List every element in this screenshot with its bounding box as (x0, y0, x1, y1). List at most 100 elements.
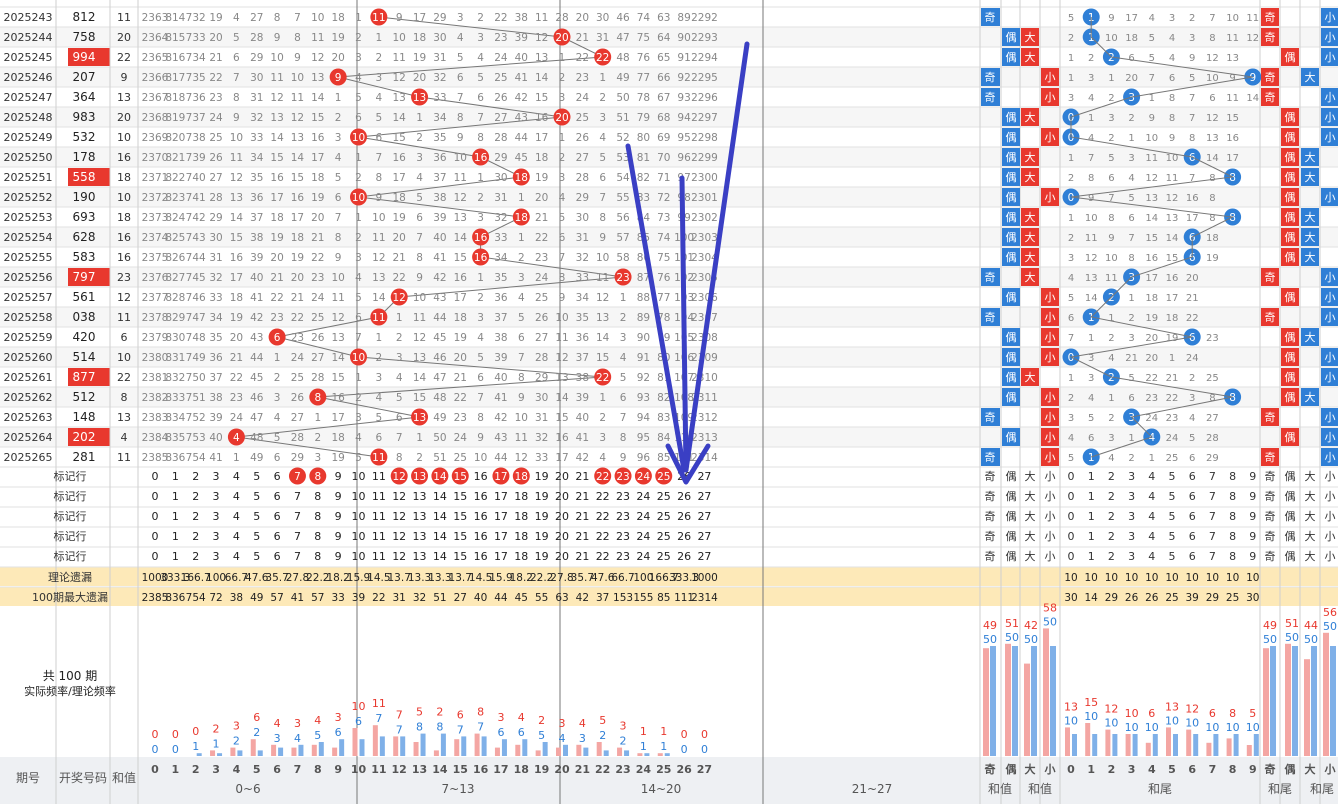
tail-oe-cell (1281, 428, 1299, 446)
tail-miss-value: 16 (1226, 133, 1239, 144)
miss-value: 25 (209, 132, 222, 144)
miss-value: 40 (209, 432, 222, 444)
miss-value: 37 (494, 312, 507, 324)
number-cell: 148 (73, 410, 96, 424)
miss-value: 14 (311, 92, 325, 104)
miss-value: 5 (457, 52, 464, 64)
actual-label: 8 (477, 706, 484, 719)
tail-miss-value: 2 (1068, 393, 1074, 404)
footer-tick: 1 (172, 763, 180, 776)
tail-miss-value: 10 (1206, 73, 1219, 84)
miss-value: 23 (311, 272, 324, 284)
period-cell: 2025252 (4, 191, 53, 204)
tail-miss-value: 14 (1206, 153, 1219, 164)
period-cell: 2025257 (4, 291, 53, 304)
max-value: 37 (596, 592, 609, 604)
miss-value: 41 (515, 72, 528, 84)
tail-bs-label: 小 (1325, 351, 1336, 364)
miss-value: 9 (518, 392, 525, 404)
tail-miss-value: 12 (1166, 193, 1179, 204)
miss-value: 9 (620, 452, 627, 464)
miss-value: 11 (372, 232, 385, 244)
sum-cell: 18 (117, 171, 131, 184)
mark-big: 大 (1025, 489, 1036, 503)
miss-value: 15 (291, 172, 304, 184)
miss-value: 15 (454, 252, 467, 264)
actual-label: 3 (497, 711, 504, 724)
mark-cell: 2 (192, 530, 199, 543)
miss-value: 83 (657, 412, 670, 424)
tail-oe-label: 偶 (1285, 371, 1296, 384)
miss-value: 15 (535, 92, 548, 104)
number-cell: 190 (73, 190, 96, 204)
mark-cell: 19 (535, 470, 549, 483)
miss-value: 19 (454, 332, 467, 344)
mark-cell: 13 (413, 530, 427, 543)
miss-value: 32 (535, 432, 548, 444)
mark-cell: 21 (575, 490, 589, 503)
miss-value: 53 (616, 152, 629, 164)
miss-value: 22 (535, 232, 548, 244)
tail-miss-value: 2 (1088, 53, 1094, 64)
tail-miss-value: 6 (1209, 93, 1215, 104)
tail-miss-value: 4 (1169, 33, 1175, 44)
miss-value: 2381 (142, 372, 169, 384)
theory-label-bar: 5 (538, 729, 545, 742)
miss-value: 1 (477, 172, 484, 184)
mark-tail-cell: 5 (1169, 470, 1176, 483)
theory-value: 18.2 (510, 572, 533, 584)
mark-cell: 19 (535, 550, 549, 563)
miss-value: 12 (331, 312, 344, 324)
tail-miss-value: 11 (1246, 13, 1259, 24)
mark-tail-odd: 奇 (1265, 530, 1276, 543)
actual-bar (291, 747, 297, 756)
miss-value: 3 (416, 152, 423, 164)
tail-bs-label: 小 (1325, 431, 1336, 444)
tail-ball-label: 1 (1088, 312, 1095, 324)
sum-ball-label: 23 (616, 272, 629, 284)
tail-actual-bar (1105, 729, 1111, 756)
miss-value: 12 (372, 252, 385, 264)
miss-value: 35 (250, 172, 263, 184)
highlight-number-bg (68, 368, 110, 386)
tail-bs-label: 小 (1325, 451, 1336, 464)
tail-theory-bar (1253, 734, 1259, 756)
sum-ball (370, 8, 388, 26)
tail-miss-value: 3 (1068, 413, 1074, 424)
actual-label: 1 (660, 725, 667, 738)
tail-oe-cell (1281, 128, 1299, 146)
tail-miss-value: 1 (1128, 133, 1134, 144)
mark-tail-cell: 3 (1128, 550, 1135, 563)
miss-value: 40 (576, 412, 589, 424)
actual-bar (433, 750, 439, 756)
miss-value: 12 (230, 172, 243, 184)
miss-value: 32 (494, 212, 507, 224)
sum-ball-label: 13 (413, 412, 426, 424)
miss-value: 41 (250, 292, 263, 304)
miss-value: 29 (535, 372, 548, 384)
mark-cell: 5 (253, 510, 260, 523)
miss-value: 26 (311, 332, 325, 344)
theory-bar (563, 744, 568, 756)
mark-tail-big: 大 (1305, 549, 1316, 563)
tail-miss-value: 5 (1068, 13, 1074, 24)
tail-miss-value: 20 (1186, 273, 1199, 284)
miss-value: 16 (535, 112, 549, 124)
miss-value: 77 (637, 72, 650, 84)
miss-value: 7 (233, 72, 240, 84)
small-label: 小 (1045, 351, 1056, 364)
sum-cell: 4 (121, 431, 128, 444)
tail-oe-cell (1281, 228, 1299, 246)
miss-value: 834 (165, 412, 185, 424)
tail-bs-cell (1321, 188, 1338, 206)
mark-cell: 20 (555, 530, 569, 543)
tail-bs-cell (1321, 48, 1338, 66)
miss-value: 42 (515, 92, 528, 104)
miss-value: 2312 (691, 412, 718, 424)
miss-value: 1 (355, 152, 362, 164)
miss-value: 735 (186, 72, 206, 84)
tail-miss-value: 10 (1105, 253, 1118, 264)
mark-cell: 3 (213, 550, 220, 563)
even-label: 偶 (1006, 51, 1017, 64)
miss-value: 23 (454, 412, 467, 424)
